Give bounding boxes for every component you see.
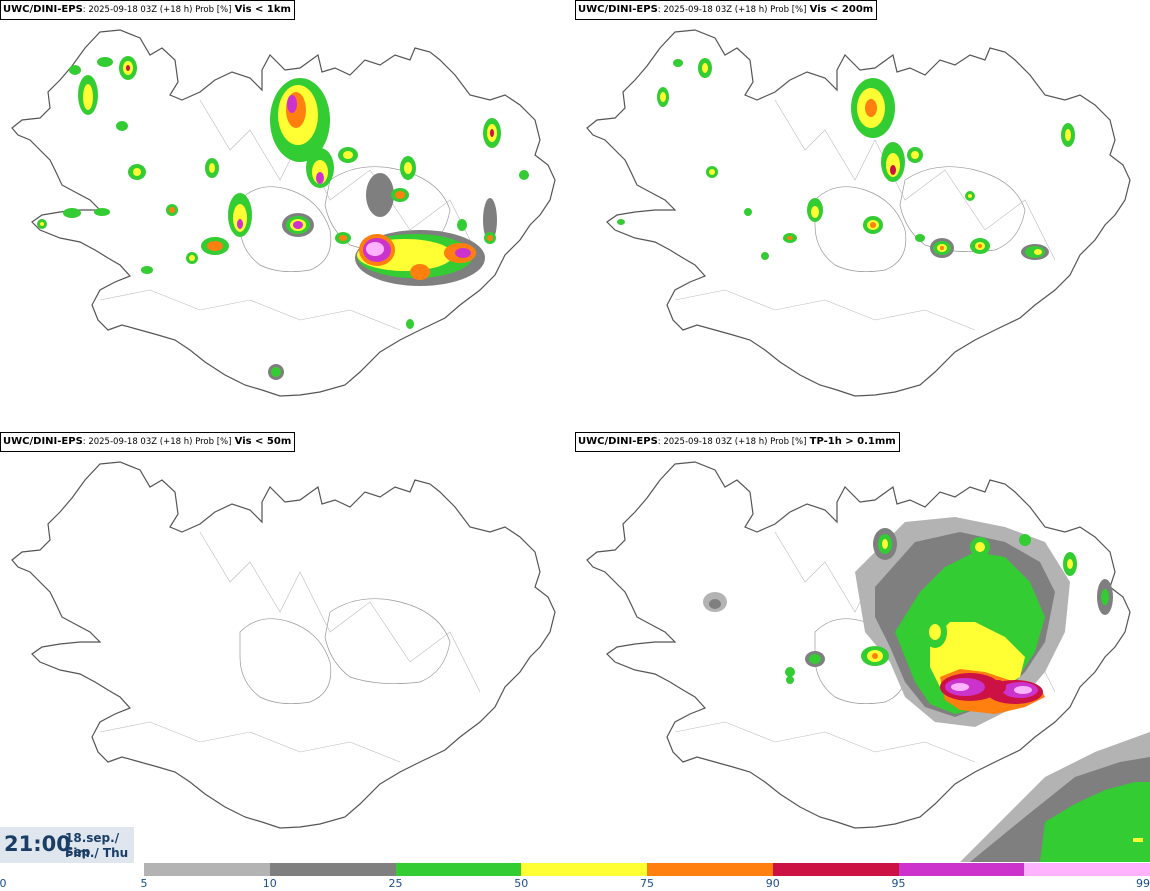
probability-blobs xyxy=(703,517,1113,727)
colorbar-segment xyxy=(269,863,396,876)
forecast-meta: : 2025-09-18 03Z (+18 h) Prob [%] xyxy=(82,437,232,447)
map-panel-precip: UWC/DINI-EPS: 2025-09-18 03Z (+18 h) Pro… xyxy=(575,432,1150,862)
colorbar-segment xyxy=(144,863,271,876)
model-name: UWC/DINI-EPS xyxy=(3,436,83,447)
iceland-map-vis-200m xyxy=(586,29,1131,397)
iceland-map-vis-50m xyxy=(11,461,556,829)
probability-blobs xyxy=(37,56,529,380)
forecast-meta: : 2025-09-18 03Z (+18 h) Prob [%] xyxy=(82,5,232,15)
panel-title: UWC/DINI-EPS: 2025-09-18 03Z (+18 h) Pro… xyxy=(575,0,878,20)
colorbar-tick-label: 5 xyxy=(140,877,148,890)
blob-l xyxy=(483,198,497,242)
blob-c xyxy=(673,59,683,67)
panel-title: UWC/DINI-EPS: 2025-09-18 03Z (+18 h) Pro… xyxy=(0,0,295,20)
blob-s xyxy=(457,219,467,231)
valid-day: Fim./ Thu xyxy=(65,846,129,860)
iceland-map-precip xyxy=(586,461,1150,862)
panel-title: UWC/DINI-EPS: 2025-09-18 03Z (+18 h) Pro… xyxy=(0,432,296,452)
colorbar-segment xyxy=(772,863,899,876)
probability-colorbar xyxy=(144,863,1150,876)
colorbar-tick-label: 99 xyxy=(1136,877,1150,890)
colorbar-tick-label: 0 xyxy=(0,877,7,890)
variable-name: Vis < 50m xyxy=(234,436,292,447)
variable-name: Vis < 200m xyxy=(809,4,874,15)
colorbar-tick-label: 25 xyxy=(388,877,403,890)
colorbar-tick-label: 90 xyxy=(765,877,780,890)
precip-sea-area xyxy=(960,732,1150,862)
blob-o xyxy=(617,219,625,225)
colorbar-segment xyxy=(898,863,1025,876)
probability-blobs xyxy=(617,58,1075,260)
forecast-meta: : 2025-09-18 03Z (+18 h) Prob [%] xyxy=(657,437,807,447)
blob-p xyxy=(63,208,81,218)
blob-p xyxy=(744,208,752,216)
model-name: UWC/DINI-EPS xyxy=(3,4,83,15)
variable-name: Vis < 1km xyxy=(234,4,291,15)
blob-a xyxy=(97,57,113,67)
colorbar-segment xyxy=(521,863,648,876)
model-name: UWC/DINI-EPS xyxy=(578,4,658,15)
colorbar-segment xyxy=(395,863,522,876)
iceland-coastline xyxy=(11,461,556,829)
blob-c xyxy=(116,121,128,131)
iceland-coastline xyxy=(11,29,556,397)
blob-north-cluster xyxy=(270,78,358,188)
blob-central-south xyxy=(355,230,485,286)
colorbar-tick-label: 95 xyxy=(891,877,906,890)
model-name: UWC/DINI-EPS xyxy=(578,436,658,447)
map-panel-vis-1km: UWC/DINI-EPS: 2025-09-18 03Z (+18 h) Pro… xyxy=(0,0,575,430)
forecast-meta: : 2025-09-18 03Z (+18 h) Prob [%] xyxy=(657,5,807,15)
variable-name: TP-1h > 0.1mm xyxy=(809,436,896,447)
blob-b xyxy=(69,65,81,75)
blob-westfjords-2 xyxy=(119,56,137,80)
blob-m xyxy=(915,234,925,242)
map-panel-vis-200m: UWC/DINI-EPS: 2025-09-18 03Z (+18 h) Pro… xyxy=(575,0,1150,430)
valid-date: 18.sep./ Sep xyxy=(65,831,120,859)
colorbar-tick-label: 10 xyxy=(262,877,277,890)
valid-time: 21:00 xyxy=(4,832,71,856)
colorbar-tick-label: 75 xyxy=(640,877,654,890)
colorbar-tick-label: 50 xyxy=(514,877,529,890)
map-panel-vis-50m: UWC/DINI-EPS: 2025-09-18 03Z (+18 h) Pro… xyxy=(0,432,575,862)
valid-time-box: 21:00 18.sep./ Sep Fim./ Thu xyxy=(0,827,134,863)
panel-title: UWC/DINI-EPS: 2025-09-18 03Z (+18 h) Pro… xyxy=(575,432,900,452)
colorbar-segment xyxy=(1024,863,1150,876)
blob-t xyxy=(519,170,529,180)
blob-q xyxy=(141,266,153,274)
colorbar-segment xyxy=(647,863,774,876)
iceland-coastline xyxy=(586,29,1131,397)
blob-j xyxy=(366,173,394,217)
blob-o xyxy=(406,319,414,329)
blob-westfjords-1 xyxy=(78,75,98,115)
iceland-map-vis-1km xyxy=(11,29,556,397)
